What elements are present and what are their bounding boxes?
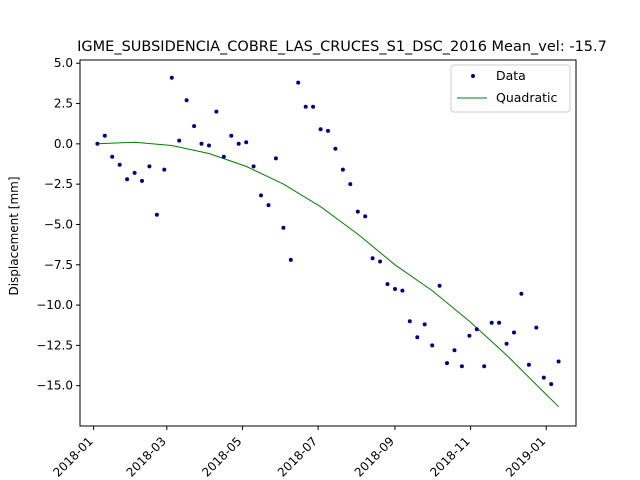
x-tick-label: 2019-01 [503,434,548,479]
x-tick-label: 2018-11 [427,434,472,479]
legend-box [450,64,571,113]
data-point [214,109,219,114]
data-point [504,341,509,346]
data-point [526,362,531,367]
data-point [556,359,561,364]
y-tick-label: −5.0 [44,217,73,231]
data-point [497,320,502,325]
x-tick-label: 2018-09 [352,434,397,479]
y-tick-label: 5.0 [54,56,73,70]
data-point [333,146,338,151]
x-tick-label: 2018-03 [124,434,169,479]
data-point [288,257,293,262]
data-point [415,335,420,340]
data-point [437,283,442,288]
data-point [326,128,330,133]
data-point [534,325,539,330]
y-tick-label: −10.0 [36,298,73,312]
data-point [452,348,457,353]
data-point [110,154,115,159]
data-point [154,212,159,217]
data-point [117,162,122,167]
data-point [303,104,308,109]
data-point [512,330,516,335]
data-point [221,154,226,159]
data-point [169,75,174,80]
quadratic-fit-line [97,141,559,408]
legend: Data Quadratic [450,64,571,113]
chart-title: IGME_SUBSIDENCIA_COBRE_LAS_CRUCES_S1_DSC… [77,39,607,55]
data-point [549,382,554,387]
data-point [378,259,383,264]
data-point [348,182,353,187]
data-point [251,164,256,169]
y-tick-label: −2.5 [44,177,73,191]
data-point [281,225,286,230]
data-point [132,170,137,175]
data-point [102,133,107,138]
data-point [355,209,360,214]
y-tick-label: −15.0 [36,379,73,393]
data-point [311,104,316,109]
data-point [273,156,278,161]
plot-frame [79,59,577,427]
data-point [393,287,397,291]
x-tick-label: 2018-05 [199,434,244,479]
data-point [422,322,427,327]
data-point [318,127,323,132]
data-point [207,143,211,148]
data-point [489,320,494,325]
data-point [370,256,375,261]
x-axis: 2018-01 2018-03 2018-05 2018-07 2018-09 2018-… [50,426,548,480]
data-point [363,214,368,219]
x-tick-label: 2018-01 [50,434,95,479]
data-point [340,167,345,172]
legend-fit-label: Quadratic [496,90,558,105]
data-point [541,375,546,380]
data-point [407,319,412,324]
y-tick-label: −12.5 [36,338,73,352]
data-point [147,164,152,169]
legend-data-marker [471,74,475,78]
y-tick-label: 0.0 [54,137,73,151]
data-point [430,343,435,348]
data-point [519,291,524,296]
data-point [385,282,390,287]
plot-area [79,59,577,427]
data-point [199,141,204,146]
data-point [459,364,464,369]
data-point [177,138,182,143]
data-point [140,178,144,183]
y-axis: 5.0 2.5 0.0 −2.5 −5.0 −7.5 −10.0 −12.5 −15.0 [36,56,80,393]
data-point [296,80,301,85]
x-tick-label: 2018-07 [275,434,320,479]
data-point [467,333,472,338]
data-point [244,140,249,145]
data-point [474,327,479,332]
data-point [95,141,100,146]
data-point [192,124,197,129]
legend-data-label: Data [496,68,526,83]
data-point [229,133,234,138]
data-point [259,193,263,198]
y-tick-label: −7.5 [44,258,73,272]
data-point [125,177,130,182]
data-point [400,288,405,293]
y-axis-label: Displacement [mm] [7,176,21,295]
data-point [266,203,271,208]
data-point [162,167,167,172]
data-point [482,364,487,369]
data-point [445,361,449,366]
data-point [236,141,241,146]
data-point [184,98,189,103]
y-tick-label: 2.5 [54,97,73,111]
